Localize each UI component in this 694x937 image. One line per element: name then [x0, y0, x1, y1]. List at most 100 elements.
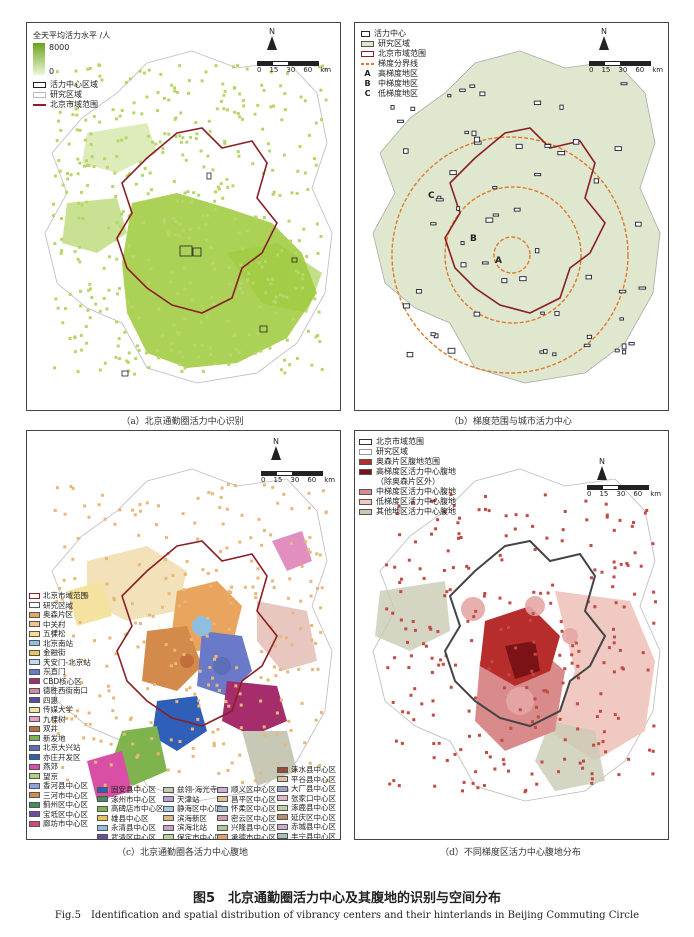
legend-c-item: 宝坻区中心区 — [29, 810, 91, 820]
legend-c-col5: 涞水县中心区 平谷县中心区 大厂县中心区 张家口中心区 涿鹿县中心区 延庆区中心区 赤城县中… — [277, 765, 336, 840]
legend-c-item: 兴隆县中心区 — [217, 823, 276, 833]
scale-bar: 0 15 30 60 km — [587, 485, 661, 498]
legend-c-label: 赤城县中心区 — [291, 822, 336, 831]
legend-c-item: 延庆区中心区 — [277, 813, 336, 823]
legend-a-item: 研究区域 — [50, 90, 82, 99]
legend-c-label: 滨海新区 — [177, 813, 207, 823]
legend-b-item: 北京市域范围 — [378, 49, 426, 58]
scale-bar: 0 15 30 60 km — [261, 471, 335, 484]
legend-c-label: 北京市域范围 — [43, 591, 88, 600]
panel-c: N 0 15 30 60 km 北京市域范围 研究区域 奥森片区 中关村 五棵松 北京南站 金融街天… — [26, 430, 341, 840]
legend-c-label: 德胜西街南口 — [43, 686, 88, 695]
beijing-boundary — [116, 127, 278, 314]
legend-c-swatch — [29, 811, 40, 818]
legend-c-swatch — [29, 659, 40, 666]
swatch-boundary — [33, 104, 46, 106]
legend-b-item: 研究区域 — [378, 39, 410, 48]
legend-c-item: 昌平区中心区 — [217, 795, 276, 805]
legend-c-label: 涿州市中心区 — [111, 794, 156, 804]
legend-a-item: 北京市域范围 — [50, 100, 98, 109]
caption-d: （d）不同梯度区活力中心腹地分布 — [440, 848, 581, 858]
legend-c-label: 金融街 — [43, 648, 66, 657]
legend-c-label: 丰宁县中心区 — [291, 831, 336, 840]
map-a — [44, 50, 333, 384]
legend-c-swatch — [163, 805, 174, 812]
legend-c-item: 雄县中心区 — [97, 814, 164, 824]
legend-a-item: 活力中心区域 — [50, 80, 98, 89]
legend-c-item: 四惠 — [29, 696, 91, 706]
legend-c-label: CBD核心区 — [43, 676, 82, 686]
legend-c-label: 昌平区中心区 — [231, 794, 276, 804]
legend-b-item: 中梯度地区 — [378, 79, 418, 88]
legend-b-key: A — [364, 69, 371, 78]
legend-c-item: 望京 — [29, 772, 91, 782]
legend-d-item: 低梯度区活力中心腹地 — [376, 497, 456, 506]
zone-letter-b: B — [470, 234, 477, 244]
swatch-low — [359, 499, 372, 505]
legend-c-item: 平谷县中心区 — [277, 775, 336, 785]
scale-bar: 0 15 30 60 km — [589, 61, 663, 74]
swatch-high — [359, 469, 372, 475]
legend-c-col2: 固安县中心区 涿州市中心区 高碑店市中心区 雄县中心区 永清县中心区 武清区中心区 — [97, 785, 164, 839]
legend-c-swatch — [29, 602, 40, 609]
study-area-shape — [372, 50, 661, 384]
caption-a: （a）北京通勤圈活力中心识别 — [121, 417, 244, 427]
legend-c-item: 研究区域 — [29, 601, 91, 611]
legend-c-swatch — [29, 820, 40, 827]
legend-c-swatch — [97, 796, 108, 803]
north-arrow: N — [269, 437, 283, 460]
legend-c-item: 保定市中心区 — [163, 833, 222, 839]
legend-c-item: 涞水县中心区 — [277, 765, 336, 775]
legend-a: 全天平均活力水平 /人 8000 0 活力中心区域 研究区域 北京市域范围 — [33, 31, 110, 110]
legend-c-label: 传媒大学 — [43, 705, 73, 714]
legend-c-swatch — [277, 804, 288, 811]
legend-b-key: B — [364, 79, 371, 88]
legend-c-item: 双井 — [29, 724, 91, 734]
legend-c-col3: 兹翎-海光寺 天津站 静海区中心区 滨海新区 滨海北站 保定市中心区 — [163, 785, 222, 839]
legend-c-label: 永清县中心区 — [111, 823, 156, 832]
legend-c-label: 静海区中心区 — [177, 804, 222, 813]
swatch-mid — [359, 489, 372, 495]
legend-c-swatch — [29, 773, 40, 780]
legend-c-swatch — [29, 782, 40, 789]
legend-c-label: 涿鹿县中心区 — [291, 803, 336, 812]
legend-c-label: 蓟州区中心区 — [43, 800, 88, 809]
legend-c-label: 怀柔区中心区 — [231, 804, 276, 813]
swatch-study — [361, 41, 374, 47]
legend-c-swatch — [163, 834, 174, 839]
legend-c-item: 德胜西街南口 — [29, 686, 91, 696]
legend-b: 活力中心 研究区域 北京市域范围 梯度分界线 A 高梯度地区 B 中梯度地区 C 低梯… — [361, 29, 426, 99]
center-areas — [121, 172, 298, 377]
legend-c-swatch — [97, 815, 108, 822]
north-arrow: N — [265, 27, 279, 50]
legend-c-item: 兹翎-海光寺 — [163, 785, 222, 795]
panel-d: 北京市域范围 研究区域 奥森片区腹地范围 高梯度区活力中心腹地 （除奥森片区外）… — [354, 430, 669, 840]
legend-c-label: 大厂县中心区 — [291, 784, 336, 793]
legend-b-item: 低梯度地区 — [378, 89, 418, 98]
legend-c-item: 密云区中心区 — [217, 814, 276, 824]
legend-c-item: 北京南站 — [29, 639, 91, 649]
legend-c-item: 东直门 — [29, 667, 91, 677]
legend-c-label: 延庆区中心区 — [291, 812, 336, 822]
legend-b-key: C — [364, 89, 371, 98]
legend-c-swatch — [163, 786, 174, 793]
legend-c-item: 顺义区中心区 — [217, 785, 276, 795]
legend-c-swatch — [29, 792, 40, 799]
swatch-boundary — [359, 439, 372, 445]
legend-b-item: 活力中心 — [374, 29, 406, 38]
legend-c-item: 张家口中心区 — [277, 794, 336, 804]
beijing-boundary — [116, 540, 278, 727]
legend-c-swatch — [277, 833, 288, 839]
legend-c-col1: 北京市域范围 研究区域 奥森片区 中关村 五棵松 北京南站 金融街 天安门-北京站 东直门 CBD… — [29, 591, 91, 829]
legend-c-label: 奥森片区 — [43, 610, 73, 619]
figure-subtitle: Fig.5 Identification and spatial distrib… — [54, 910, 640, 921]
legend-c-swatch — [29, 735, 40, 742]
legend-c-label: 燕郊 — [43, 762, 58, 771]
legend-d-item: 其他地区活力中心腹地 — [376, 507, 456, 516]
legend-c-swatch — [277, 766, 288, 773]
legend-c-swatch — [29, 592, 40, 599]
legend-c-label: 兹翎-海光寺 — [177, 785, 218, 794]
zone-letter-c: C — [428, 191, 435, 201]
legend-c-item: 廊坊市中心区 — [29, 819, 91, 829]
scatter-cells — [52, 63, 328, 376]
